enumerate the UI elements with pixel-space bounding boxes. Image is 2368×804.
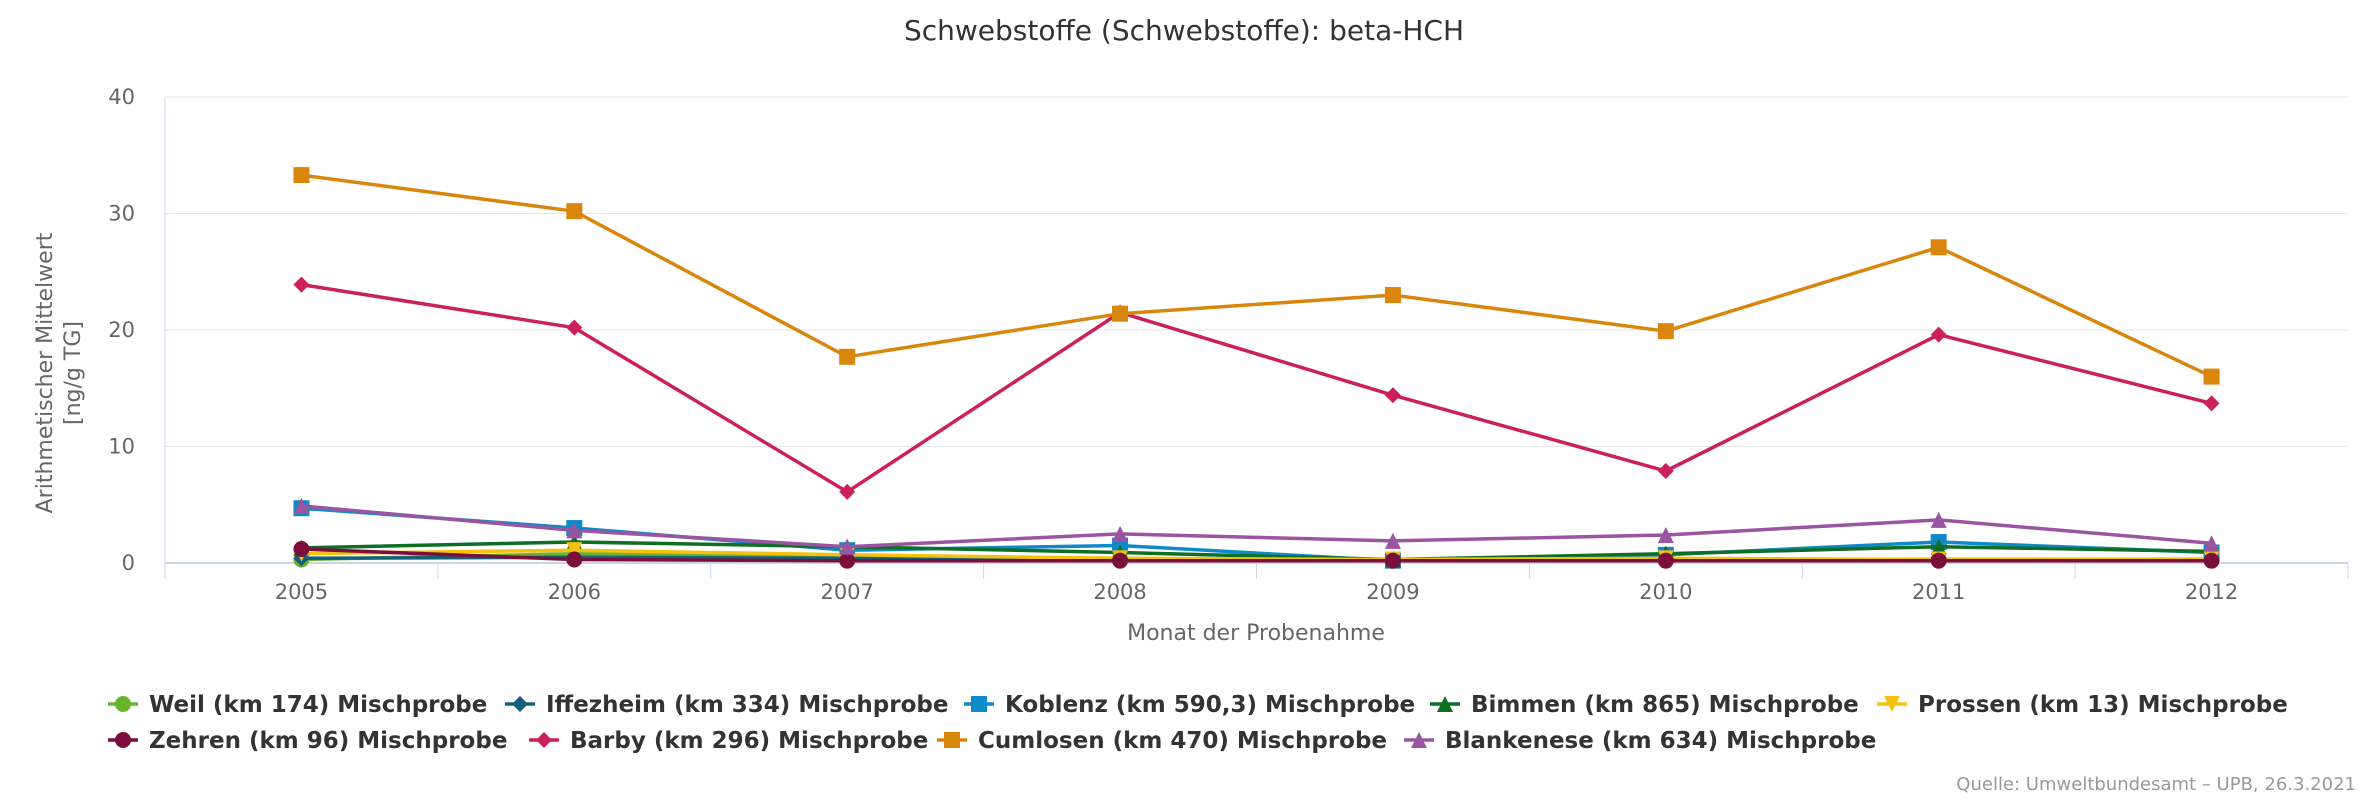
data-point-5-2009[interactable] (1384, 552, 1401, 569)
y-tick-label-0: 0 (122, 551, 135, 575)
grid-lines (164, 96, 2348, 564)
data-point-5-2007[interactable] (839, 552, 856, 569)
legend-label: Blankenese (km 634) Mischprobe (1445, 728, 1876, 754)
data-point-6-2009[interactable] (1384, 387, 1401, 404)
chart-title: Schwebstoffe (Schwebstoffe): beta-HCH (904, 14, 1464, 47)
data-point-8-2008[interactable] (1112, 525, 1129, 542)
legend-item-2[interactable]: Koblenz (km 590,3) Mischprobe (964, 692, 1415, 718)
legend-symbol-marker (115, 732, 131, 748)
legend-label: Barby (km 296) Mischprobe (570, 728, 928, 754)
data-point-5-2006[interactable] (566, 551, 583, 568)
series-8[interactable] (293, 497, 2220, 555)
x-axis-title: Monat der Probenahme (1127, 621, 1385, 646)
legend-symbol-marker (512, 696, 528, 712)
legend-item-3[interactable]: Bimmen (km 865) Mischprobe (1430, 692, 1859, 718)
data-point-8-2011[interactable] (1930, 511, 1947, 528)
x-tick-label-2009: 2009 (1366, 580, 1419, 604)
data-point-7-2011[interactable] (1930, 239, 1947, 256)
data-point-6-2005[interactable] (293, 276, 310, 293)
legend-label: Prossen (km 13) Mischprobe (1918, 692, 2288, 718)
legend-label: Cumlosen (km 470) Mischprobe (978, 728, 1387, 754)
legend-symbol-marker (1437, 696, 1453, 712)
series-7[interactable] (293, 167, 2220, 385)
data-point-4-2006[interactable] (566, 542, 583, 559)
data-point-3-2011[interactable] (1930, 538, 1947, 555)
x-axis: 2005 2006 2007 2008 2009 2010 2011 2012 (164, 562, 2349, 604)
data-point-8-2009[interactable] (1384, 532, 1401, 549)
x-tick-label-2012: 2012 (2185, 580, 2238, 604)
legend-symbol-marker (971, 696, 987, 712)
data-point-7-2008[interactable] (1112, 305, 1129, 322)
x-tick-label-2008: 2008 (1093, 580, 1146, 604)
data-point-7-2005[interactable] (293, 167, 310, 184)
data-point-6-2010[interactable] (1657, 462, 1674, 479)
data-point-7-2009[interactable] (1384, 287, 1401, 304)
x-tick-label-2011: 2011 (1912, 580, 1965, 604)
data-point-8-2006[interactable] (566, 522, 583, 539)
y-tick-label-20: 20 (108, 318, 135, 342)
y-axis-title-line-1: Arithmetischer Mittelwert (33, 232, 58, 513)
legend-item-8[interactable]: Blankenese (km 634) Mischprobe (1404, 728, 1876, 754)
data-point-5-2008[interactable] (1112, 552, 1129, 569)
series-line-6[interactable] (299, 282, 2214, 494)
legend-symbol-marker (1411, 732, 1427, 748)
legend-label: Koblenz (km 590,3) Mischprobe (1005, 692, 1415, 718)
data-point-7-2012[interactable] (2203, 368, 2220, 385)
data-point-6-2007[interactable] (839, 483, 856, 500)
data-point-8-2012[interactable] (2203, 535, 2220, 552)
data-point-7-2006[interactable] (566, 203, 583, 220)
legend-item-6[interactable]: Barby (km 296) Mischprobe (529, 728, 928, 754)
series-line-3[interactable] (299, 540, 2214, 562)
legend-symbol-marker (1884, 696, 1900, 712)
data-point-6-2011[interactable] (1930, 326, 1947, 343)
data-point-8-2005[interactable] (293, 497, 310, 514)
series-line-5[interactable] (299, 547, 2214, 563)
x-tick-label-2005: 2005 (275, 580, 328, 604)
credits[interactable]: Quelle: Umweltbundesamt – UPB, 26.3.2021 (1956, 774, 2356, 795)
data-point-5-2005[interactable] (293, 541, 310, 558)
legend-item-1[interactable]: Iffezheim (km 334) Mischprobe (505, 692, 948, 718)
series-line-7[interactable] (299, 173, 2214, 379)
series-5[interactable] (293, 541, 2220, 569)
y-tick-label-10: 10 (108, 435, 135, 459)
y-tick-label-40: 40 (108, 85, 135, 109)
legend-item-7[interactable]: Cumlosen (km 470) Mischprobe (937, 728, 1387, 754)
x-tick-label-2010: 2010 (1639, 580, 1692, 604)
x-tick-label-2007: 2007 (820, 580, 873, 604)
data-point-5-2012[interactable] (2203, 552, 2220, 569)
legend-label: Weil (km 174) Mischprobe (149, 692, 487, 718)
legend-item-5[interactable]: Zehren (km 96) Mischprobe (108, 728, 507, 754)
series-layer (293, 167, 2220, 569)
legend-item-0[interactable]: Weil (km 174) Mischprobe (108, 692, 487, 718)
legend-symbol-marker (536, 732, 552, 748)
data-point-8-2010[interactable] (1657, 527, 1674, 544)
data-point-8-2007[interactable] (839, 538, 856, 555)
data-point-5-2011[interactable] (1930, 552, 1947, 569)
y-axis-title-line-2: [ng/g TG] (61, 321, 86, 425)
legend-label: Zehren (km 96) Mischprobe (149, 728, 507, 754)
data-point-6-2012[interactable] (2203, 395, 2220, 412)
legend-symbol-marker (115, 696, 131, 712)
x-tick-label-2006: 2006 (548, 580, 601, 604)
series-6[interactable] (293, 276, 2220, 500)
data-point-6-2006[interactable] (566, 319, 583, 336)
data-point-7-2007[interactable] (839, 348, 856, 365)
y-axis-ticks: 0 10 20 30 40 (108, 85, 135, 575)
series-line-8[interactable] (299, 504, 2214, 549)
y-tick-label-30: 30 (108, 202, 135, 226)
data-point-7-2010[interactable] (1657, 323, 1674, 340)
legend-label: Iffezheim (km 334) Mischprobe (546, 692, 948, 718)
legend-symbol-marker (944, 732, 960, 748)
data-point-5-2010[interactable] (1657, 552, 1674, 569)
legend-item-4[interactable]: Prossen (km 13) Mischprobe (1877, 692, 2288, 718)
legend: Weil (km 174) Mischprobe Iffezheim (km 33… (108, 692, 2288, 754)
legend-label: Bimmen (km 865) Mischprobe (1471, 692, 1859, 718)
